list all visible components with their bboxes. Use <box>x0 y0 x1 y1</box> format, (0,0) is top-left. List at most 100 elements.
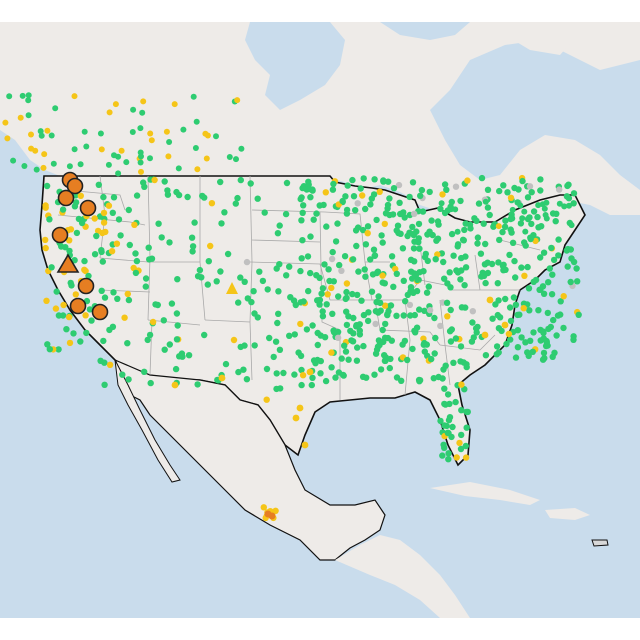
station-dot <box>400 209 407 216</box>
station-dot <box>495 259 502 266</box>
station-dot <box>338 267 345 274</box>
unhealthy-station-marker[interactable] <box>77 277 95 295</box>
station-dot <box>132 269 140 277</box>
unhealthy-station-marker[interactable] <box>51 226 69 244</box>
station-dot <box>372 320 379 328</box>
station-dot <box>349 338 357 345</box>
moderate-triangle-marker[interactable] <box>226 282 238 294</box>
cuba <box>430 482 540 505</box>
station-dot <box>423 289 431 296</box>
station-dot <box>354 291 361 299</box>
station-dot <box>95 181 103 188</box>
station-dot <box>62 244 69 251</box>
station-dot <box>42 244 49 252</box>
station-dot <box>447 306 454 314</box>
station-dot <box>444 391 452 398</box>
station-dot <box>545 325 552 333</box>
station-dot <box>450 252 457 259</box>
station-dot <box>449 423 456 431</box>
unhealthy-station-marker[interactable] <box>91 303 109 321</box>
station-dot <box>98 247 105 254</box>
station-dot <box>440 441 447 448</box>
station-dot <box>171 381 179 389</box>
station-dot <box>179 353 186 360</box>
station-dot <box>382 320 389 328</box>
station-dot <box>91 215 98 222</box>
hispaniola <box>545 508 590 520</box>
station-dot <box>191 219 198 226</box>
highlighted-stations[interactable] <box>51 171 239 321</box>
station-dot <box>240 366 247 373</box>
station-dot <box>404 291 411 299</box>
station-dot <box>173 336 181 343</box>
station-dot <box>297 320 304 328</box>
station-dot <box>141 183 148 190</box>
station-dot <box>28 145 35 152</box>
station-dot <box>362 241 370 248</box>
station-dot <box>453 454 460 461</box>
station-dot <box>309 374 316 381</box>
station-dot <box>71 203 79 210</box>
station-dot <box>507 317 515 325</box>
unhealthy-station-marker[interactable] <box>66 177 84 195</box>
station-dot <box>44 341 51 348</box>
station-dot <box>475 200 483 207</box>
station-dot <box>381 220 388 228</box>
station-dot <box>359 192 366 199</box>
station-dot <box>510 294 518 301</box>
station-dot <box>370 246 378 253</box>
station-dot <box>213 133 219 140</box>
station-dot <box>306 368 314 376</box>
station-dot <box>234 97 241 104</box>
station-dot <box>416 269 423 276</box>
unhealthy-station-marker[interactable] <box>79 199 97 217</box>
station-dot <box>296 404 304 412</box>
station-dot <box>93 232 100 240</box>
station-dot <box>221 209 228 216</box>
station-dot <box>440 366 447 373</box>
station-dot <box>243 258 251 266</box>
station-dot <box>376 188 383 195</box>
station-dot <box>349 256 357 263</box>
station-dot <box>110 194 118 201</box>
station-dot <box>550 256 558 264</box>
station-dot <box>48 264 55 271</box>
unhealthy-triangle-marker[interactable] <box>56 253 80 273</box>
station-dot <box>492 301 499 308</box>
top-margin <box>0 0 640 22</box>
canada-landmass <box>0 22 640 240</box>
station-dot <box>512 301 520 308</box>
station-dot <box>519 177 526 185</box>
station-dot <box>477 250 485 257</box>
station-dot <box>46 346 53 353</box>
unhealthy-station-marker[interactable] <box>57 189 75 207</box>
station-dot <box>298 381 305 389</box>
station-dot <box>222 360 230 368</box>
station-dot <box>367 256 374 263</box>
station-dot <box>375 293 382 300</box>
station-dot <box>474 240 481 247</box>
station-dot <box>461 386 468 393</box>
station-dot <box>125 206 132 214</box>
station-dot <box>502 217 509 224</box>
station-dot <box>570 258 578 266</box>
station-dot <box>506 304 514 311</box>
station-dot <box>371 371 378 378</box>
station-dot <box>180 126 187 133</box>
station-dot <box>146 331 154 339</box>
station-dot <box>441 275 448 282</box>
station-dot <box>549 353 556 360</box>
station-dot <box>98 146 105 153</box>
station-dot <box>411 210 418 217</box>
station-dot <box>431 350 438 357</box>
station-dot <box>530 278 537 285</box>
station-dot <box>416 245 423 252</box>
station-dot <box>570 336 577 343</box>
station-dot <box>507 336 514 343</box>
station-dot <box>360 342 367 350</box>
station-dot <box>537 337 544 344</box>
station-dot <box>141 368 148 375</box>
unhealthy-station-marker[interactable] <box>69 297 87 315</box>
